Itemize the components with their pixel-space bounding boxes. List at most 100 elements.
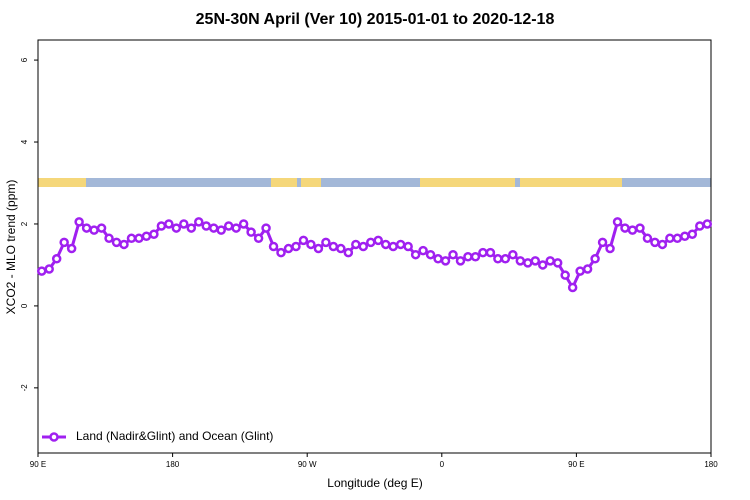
data-point bbox=[627, 225, 638, 235]
data-point bbox=[642, 233, 653, 244]
y-tick-label: 2 bbox=[20, 221, 29, 226]
x-tick-label: 180 bbox=[704, 460, 718, 469]
data-point bbox=[306, 239, 316, 250]
data-point bbox=[567, 282, 578, 293]
x-tick-label: 180 bbox=[166, 460, 180, 469]
x-tick-label: 90 E bbox=[568, 460, 584, 469]
data-point bbox=[515, 256, 526, 266]
data-point bbox=[493, 254, 503, 264]
data-point bbox=[395, 239, 406, 250]
data-point bbox=[597, 237, 608, 248]
chart-title: 25N-30N April (Ver 10) 2015-01-01 to 202… bbox=[196, 11, 555, 28]
x-tick-label: 0 bbox=[440, 460, 445, 469]
data-point bbox=[291, 241, 301, 252]
data-point bbox=[687, 229, 698, 239]
legend-marker bbox=[49, 432, 59, 442]
data-point bbox=[448, 249, 458, 260]
data-point bbox=[575, 266, 585, 276]
data-point bbox=[298, 235, 309, 246]
data-point bbox=[418, 245, 428, 256]
data-point bbox=[373, 235, 383, 246]
data-point bbox=[111, 237, 122, 248]
data-point bbox=[283, 243, 294, 254]
data-point bbox=[194, 217, 204, 227]
data-point bbox=[36, 266, 47, 276]
series-line bbox=[41, 219, 708, 291]
data-point bbox=[96, 223, 107, 233]
data-point bbox=[171, 223, 182, 233]
data-point bbox=[590, 254, 600, 264]
data-point bbox=[208, 223, 219, 233]
data-point bbox=[478, 247, 488, 258]
y-tick-label: 4 bbox=[20, 139, 29, 144]
data-point bbox=[620, 223, 630, 233]
y-tick-label: -2 bbox=[20, 384, 29, 392]
data-point bbox=[223, 221, 234, 231]
data-point bbox=[410, 249, 421, 260]
data-point bbox=[313, 243, 324, 254]
data-point bbox=[104, 233, 114, 244]
data-point bbox=[665, 233, 675, 244]
data-point bbox=[276, 247, 286, 258]
x-tick-label: 90 E bbox=[30, 460, 46, 469]
data-point bbox=[672, 233, 683, 244]
data-point bbox=[545, 256, 555, 266]
data-point bbox=[186, 223, 197, 233]
data-point bbox=[582, 264, 593, 274]
data-point bbox=[149, 229, 159, 239]
data-point bbox=[74, 217, 84, 227]
x-tick-label: 90 W bbox=[298, 460, 317, 469]
data-point bbox=[253, 233, 264, 244]
land-ocean-strip bbox=[38, 178, 711, 187]
data-point bbox=[470, 251, 481, 262]
data-point bbox=[695, 221, 705, 231]
data-point bbox=[538, 260, 548, 270]
data-point bbox=[680, 231, 690, 242]
data-point bbox=[358, 241, 369, 252]
data-point bbox=[650, 237, 660, 248]
data-point bbox=[119, 239, 129, 250]
data-point bbox=[343, 247, 354, 258]
data-point bbox=[51, 254, 62, 264]
data-point bbox=[463, 251, 473, 262]
legend-label: Land (Nadir&Glint) and Ocean (Glint) bbox=[76, 429, 273, 443]
data-point bbox=[635, 223, 645, 233]
data-point bbox=[59, 237, 69, 248]
data-point bbox=[366, 237, 376, 248]
data-point bbox=[612, 217, 623, 227]
plot-frame bbox=[37, 39, 712, 454]
data-point bbox=[179, 219, 189, 229]
data-point bbox=[201, 221, 211, 231]
data-point bbox=[500, 254, 511, 264]
data-point bbox=[126, 233, 137, 244]
data-point bbox=[605, 243, 615, 254]
y-tick-label: 6 bbox=[20, 57, 29, 62]
data-point bbox=[485, 247, 496, 258]
data-point bbox=[388, 241, 398, 252]
data-point bbox=[351, 239, 361, 250]
data-point bbox=[44, 264, 54, 274]
y-axis-label: XCO2 - MLO trend (ppm) bbox=[4, 180, 18, 315]
data-point bbox=[66, 243, 77, 254]
data-point bbox=[380, 239, 391, 250]
data-point bbox=[552, 258, 563, 268]
data-point bbox=[134, 233, 144, 244]
x-axis-label: Longitude (deg E) bbox=[327, 476, 422, 490]
data-point bbox=[231, 223, 241, 233]
data-point bbox=[560, 270, 570, 280]
data-point bbox=[164, 219, 174, 229]
data-point bbox=[238, 219, 249, 229]
data-point bbox=[268, 241, 279, 252]
data-point bbox=[216, 225, 226, 235]
data-point bbox=[702, 219, 713, 229]
data-point bbox=[328, 241, 339, 252]
data-point bbox=[89, 225, 99, 235]
data-point bbox=[141, 231, 152, 242]
data-point bbox=[156, 221, 167, 231]
data-point bbox=[246, 227, 256, 237]
data-point bbox=[657, 239, 668, 250]
y-tick-label: 0 bbox=[20, 303, 29, 308]
data-point bbox=[508, 249, 518, 260]
data-point bbox=[530, 256, 541, 266]
